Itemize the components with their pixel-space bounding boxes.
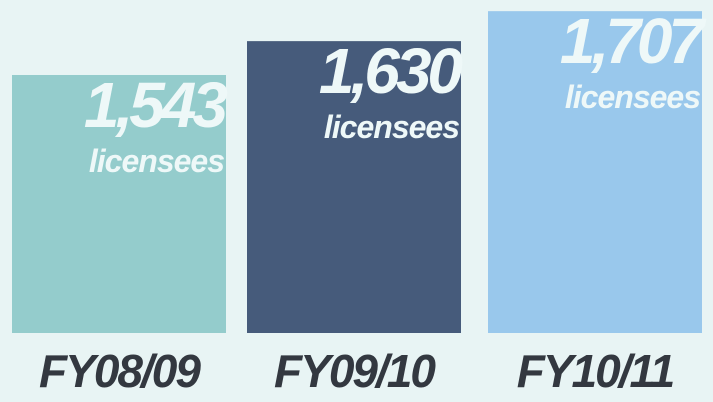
category-label: FY09/10	[274, 345, 436, 397]
unit-label: licensees	[324, 109, 459, 145]
value-label: 1,630	[319, 35, 463, 107]
value-label: 1,543	[84, 69, 228, 141]
bar	[247, 41, 461, 333]
value-label: 1,707	[560, 5, 708, 77]
unit-label: licensees	[89, 143, 224, 179]
bar	[488, 11, 702, 333]
unit-label: licensees	[565, 79, 700, 115]
category-label: FY10/11	[517, 345, 674, 397]
category-label: FY08/09	[39, 345, 201, 397]
bar	[12, 74, 226, 333]
